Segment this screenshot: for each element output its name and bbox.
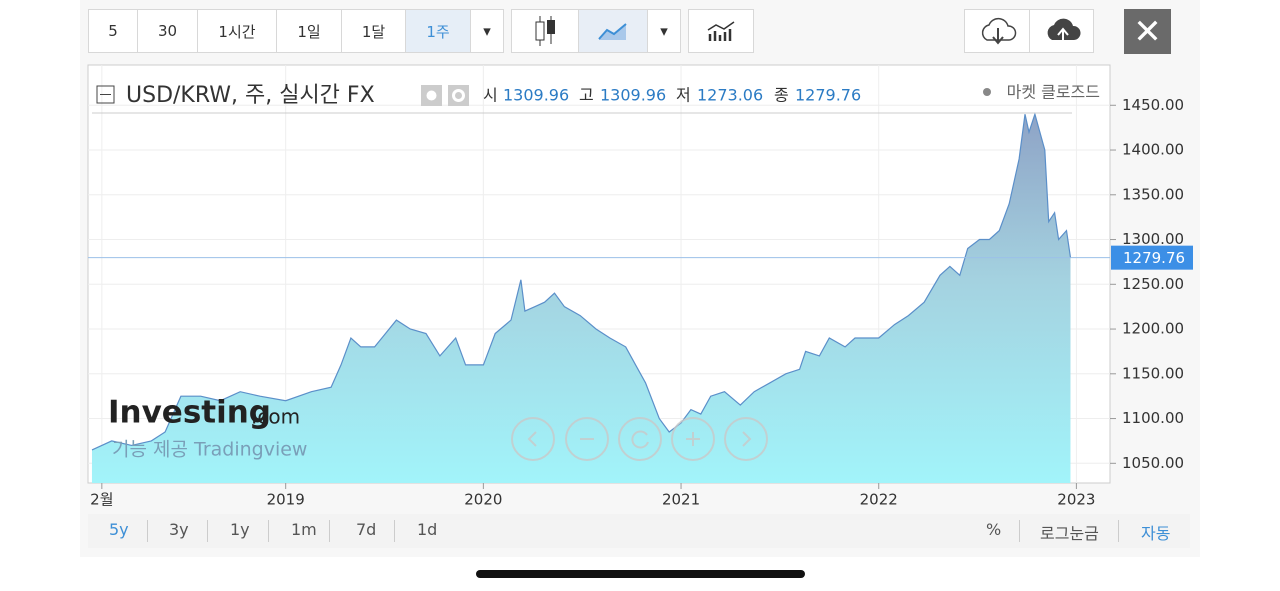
watermark-suffix: .com <box>251 405 300 429</box>
x-tick-label: 2021 <box>662 491 700 509</box>
candle-button[interactable] <box>511 9 579 53</box>
nav-glyphs <box>527 430 752 449</box>
chart-title: USD/KRW, 주, 실시간 FX <box>126 83 375 108</box>
separator <box>207 520 208 542</box>
credit: 기능 제공 Tradingview <box>112 439 307 461</box>
option-button[interactable]: 로그눈금 <box>1040 524 1099 543</box>
dropdown[interactable]: ▾ <box>647 9 681 53</box>
dropdown[interactable]: ▾ <box>470 9 504 53</box>
indicator-button[interactable] <box>688 9 754 53</box>
y-tick-label: 1200.00 <box>1122 320 1184 338</box>
cloud-icon <box>1047 18 1081 42</box>
x-tick-label: 2020 <box>464 491 502 509</box>
separator <box>394 520 395 542</box>
nav-buttons <box>511 417 768 461</box>
x-tick-label: 2023 <box>1057 491 1095 509</box>
interval-button[interactable]: 1시간 <box>197 9 277 53</box>
last-price-tag <box>1111 245 1193 270</box>
range-button[interactable]: 1y <box>230 520 250 539</box>
range-button[interactable]: 3y <box>169 520 189 539</box>
collapse-icon[interactable] <box>96 85 115 104</box>
x-tick-label: 2019 <box>267 491 305 509</box>
interval-button[interactable]: 1달 <box>341 9 406 53</box>
y-tick-label: 1300.00 <box>1122 230 1184 248</box>
gear-icon[interactable] <box>448 85 469 106</box>
ohlc-label: 저 <box>676 86 691 105</box>
upload-button[interactable] <box>1029 9 1094 53</box>
interval-button[interactable]: 5 <box>88 9 138 53</box>
close-button[interactable]: ✕ <box>1124 9 1171 54</box>
nav-zoom-in[interactable] <box>671 417 715 461</box>
watermark: Investing <box>108 395 271 431</box>
interval-button[interactable]: 1일 <box>276 9 342 53</box>
separator <box>1019 520 1020 542</box>
range-bar <box>88 514 1190 548</box>
area <box>91 114 1071 483</box>
option-button[interactable]: % <box>986 520 1002 539</box>
indicator-icon <box>707 21 735 41</box>
x-tick-label: 2월 <box>90 491 113 509</box>
ohlc-value: 1279.76 <box>795 86 861 105</box>
y-tick-label: 1250.00 <box>1122 275 1184 293</box>
y-tick-label: 1350.00 <box>1122 185 1184 203</box>
nav-left[interactable] <box>511 417 555 461</box>
eye-icon <box>426 90 437 101</box>
separator <box>1118 520 1119 542</box>
ohlc-label: 종 <box>774 86 789 105</box>
option-button[interactable]: 자동 <box>1141 524 1171 543</box>
home-indicator <box>476 570 805 578</box>
range-button[interactable]: 5y <box>109 520 129 539</box>
ohlc-label: 시 <box>483 86 498 105</box>
y-tick-label: 1100.00 <box>1122 409 1184 427</box>
line-icon <box>598 23 627 40</box>
y-tick-label: 1050.00 <box>1122 454 1184 472</box>
range-button[interactable]: 7d <box>356 520 377 539</box>
candle-icon <box>535 16 555 46</box>
ohlc-value: 1273.06 <box>697 86 763 105</box>
cloud-icon <box>981 17 1017 45</box>
range-button[interactable]: 1m <box>291 520 317 539</box>
ohlc-value: 1309.96 <box>600 86 666 105</box>
interval-button[interactable]: 1주 <box>405 9 471 53</box>
y-tick-label: 1400.00 <box>1122 141 1184 159</box>
ohlc-label: 고 <box>579 86 594 105</box>
status-dot <box>983 88 991 96</box>
separator <box>329 520 330 542</box>
last-price-label: 1279.76 <box>1123 249 1185 267</box>
y-tick-label: 1450.00 <box>1122 96 1184 114</box>
nav-reset[interactable] <box>618 417 662 461</box>
separator <box>147 520 148 542</box>
gear-icon <box>452 89 465 102</box>
x-tick-label: 2022 <box>860 491 898 509</box>
line-button[interactable] <box>578 9 648 53</box>
range-button[interactable]: 1d <box>417 520 438 539</box>
market-status: 마켓 클로즈드 <box>1007 83 1100 102</box>
separator <box>268 520 269 542</box>
ohlc-value: 1309.96 <box>503 86 569 105</box>
nav-zoom-out[interactable] <box>565 417 609 461</box>
y-tick-label: 1150.00 <box>1122 364 1184 382</box>
nav-right[interactable] <box>724 417 768 461</box>
line <box>91 112 1072 451</box>
